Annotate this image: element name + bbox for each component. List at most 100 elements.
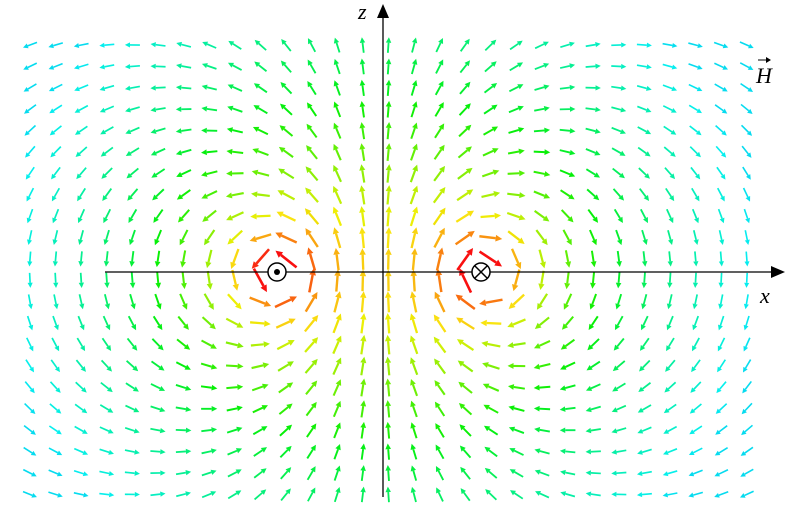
- field-arrow: [306, 123, 318, 139]
- arrow-head: [106, 386, 113, 393]
- arrow-shaft: [642, 337, 650, 348]
- field-arrow: [484, 39, 497, 52]
- arrow-head: [464, 81, 471, 88]
- arrow-shaft: [386, 106, 390, 118]
- arrow-head: [586, 365, 593, 371]
- arrow-head: [210, 363, 218, 370]
- field-arrow: [432, 186, 446, 204]
- arrow-head: [155, 282, 162, 289]
- arrow-head: [175, 84, 182, 91]
- field-arrow: [333, 58, 341, 75]
- arrow-head: [592, 216, 599, 223]
- arrow-head: [106, 365, 113, 372]
- field-arrow: [333, 37, 341, 53]
- arrow-shaft: [304, 319, 316, 333]
- arrow-shaft: [689, 146, 698, 155]
- arrow-shaft: [513, 492, 524, 500]
- arrow-shaft: [78, 125, 88, 133]
- arrow-shaft: [488, 406, 499, 414]
- arrow-shaft: [104, 43, 115, 47]
- arrow-head: [533, 343, 541, 349]
- field-arrow: [384, 313, 392, 334]
- field-arrow: [249, 233, 272, 243]
- arrow-head: [335, 443, 341, 451]
- field-arrow: [332, 313, 342, 334]
- arrow-head: [718, 261, 724, 267]
- field-arrow: [533, 339, 551, 349]
- field-arrow: [534, 448, 550, 455]
- arrow-shaft: [181, 86, 192, 90]
- field-arrow: [24, 402, 36, 415]
- arrow-shaft: [150, 405, 161, 411]
- field-arrow: [75, 146, 88, 158]
- arrow-head: [740, 472, 746, 477]
- arrow-shaft: [74, 425, 84, 433]
- arrow-shaft: [251, 385, 264, 392]
- field-arrow: [304, 337, 319, 353]
- arrow-head: [78, 239, 84, 245]
- field-arrow: [533, 384, 551, 391]
- field-arrow: [27, 294, 33, 310]
- arrow-head: [78, 282, 85, 289]
- field-arrow: [433, 165, 446, 182]
- arrow-shaft: [308, 233, 319, 248]
- field-arrow: [483, 82, 498, 94]
- field-arrow: [334, 269, 341, 292]
- arrow-shaft: [590, 472, 601, 475]
- arrow-shaft: [280, 470, 289, 480]
- arrow-head: [48, 86, 55, 92]
- arrow-head: [668, 239, 674, 245]
- field-arrow: [177, 315, 189, 330]
- arrow-shaft: [73, 492, 84, 496]
- arrow-shaft: [716, 187, 724, 198]
- arrow-shaft: [386, 170, 390, 183]
- arrow-head: [156, 323, 163, 331]
- field-arrow: [533, 405, 551, 412]
- arrow-head: [410, 465, 417, 472]
- field-arrow: [637, 448, 652, 455]
- arrow-head: [359, 164, 366, 171]
- arrow-head: [544, 127, 551, 134]
- field-arrow: [385, 58, 392, 75]
- arrow-shaft: [79, 167, 87, 176]
- arrow-shaft: [639, 188, 647, 198]
- field-arrow: [508, 426, 525, 434]
- arrow-head: [306, 123, 313, 131]
- field-arrow: [455, 210, 475, 223]
- arrow-head: [559, 406, 566, 412]
- field-arrow: [688, 83, 703, 92]
- arrow-shaft: [105, 229, 110, 241]
- arrow-shaft: [52, 42, 64, 47]
- arrow-shaft: [225, 341, 239, 347]
- arrow-head: [385, 164, 392, 171]
- arrow-head: [385, 227, 392, 234]
- arrow-head: [211, 405, 218, 412]
- arrow-shaft: [719, 315, 725, 326]
- field-arrow: [360, 313, 367, 334]
- arrow-head: [483, 404, 490, 411]
- arrow-head: [360, 443, 366, 450]
- field-arrow: [585, 42, 601, 48]
- arrow-shaft: [693, 447, 703, 454]
- arrow-head: [716, 387, 722, 394]
- arrow-shaft: [636, 64, 647, 68]
- field-arrow: [306, 102, 318, 117]
- field-arrow: [585, 127, 601, 134]
- arrow-head: [260, 468, 267, 474]
- field-arrow: [585, 470, 601, 476]
- arrow-head: [457, 360, 465, 367]
- field-arrow: [53, 272, 59, 288]
- arrow-shaft: [206, 170, 218, 176]
- arrow-head: [465, 146, 472, 153]
- arrow-shaft: [176, 338, 187, 347]
- arrow-head: [251, 169, 259, 176]
- arrow-shaft: [232, 64, 243, 71]
- arrow-shaft: [156, 250, 161, 262]
- field-arrow: [51, 187, 61, 202]
- arrow-shaft: [611, 85, 622, 89]
- arrow-head: [480, 319, 487, 327]
- arrow-head: [541, 238, 548, 246]
- arrow-shaft: [155, 147, 166, 154]
- field-arrow: [667, 251, 673, 267]
- field-arrow: [155, 272, 162, 289]
